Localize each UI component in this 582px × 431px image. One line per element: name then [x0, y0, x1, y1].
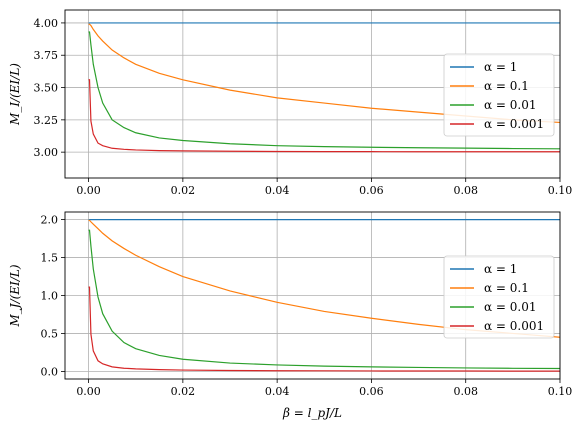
legend-label-0: α = 1	[484, 60, 517, 74]
y-tick-label: 3.75	[34, 49, 59, 62]
legend-label-1: α = 0.1	[484, 281, 529, 295]
legend-label-3: α = 0.001	[484, 319, 544, 333]
y-tick-label: 3.50	[34, 82, 59, 95]
x-tick-label: 0.02	[171, 385, 196, 398]
legend: α = 1 α = 0.1 α = 0.01 α = 0.001	[443, 53, 555, 137]
axes-frame	[64, 9, 561, 179]
y-tick-label: 3.00	[34, 146, 59, 159]
series-line-3	[88, 286, 560, 372]
legend-label-2: α = 0.01	[484, 300, 537, 314]
x-tick-label: 0.08	[453, 385, 478, 398]
x-axis-label: β = l_pJ/L	[282, 406, 342, 420]
series-line-1	[88, 219, 561, 338]
series-line-3	[88, 79, 560, 153]
top-panel: 0.00 0.02 0.04 0.06 0.08 0.10 3.00 3.25 3.50 3.75…	[8, 9, 573, 197]
y-tick-label: 2.0	[41, 214, 59, 227]
legend-label-2: α = 0.01	[484, 98, 537, 112]
bottom-panel: 0.00 0.02 0.04 0.06 0.08 0.10 0.0 0.5 1.0 1.5 2.0 M…	[8, 211, 573, 420]
y-tick-label: 3.25	[34, 114, 59, 127]
y-axis-label: M_I/(EI/L)	[8, 63, 22, 126]
y-tick-label: 0.5	[41, 327, 59, 340]
legend: α = 1 α = 0.1 α = 0.01 α = 0.001	[443, 255, 555, 339]
y-tick-label: 4.00	[34, 17, 59, 30]
y-tick-label: 1.5	[41, 252, 59, 265]
x-tick-label: 0.04	[265, 184, 290, 197]
x-tick-label: 0.06	[359, 385, 384, 398]
x-tick-label: 0.10	[548, 184, 573, 197]
x-tick-label: 0.06	[359, 184, 384, 197]
legend-box	[443, 53, 555, 137]
series-line-1	[88, 23, 561, 124]
x-tick-label: 0.00	[76, 385, 101, 398]
legend-label-1: α = 0.1	[484, 79, 529, 93]
legend-label-0: α = 1	[484, 262, 517, 276]
x-tick-label: 0.10	[548, 385, 573, 398]
x-tick-label: 0.04	[265, 385, 290, 398]
y-axis-label: M_J/(EI/L)	[8, 264, 22, 327]
x-tick-label: 0.00	[76, 184, 101, 197]
y-tick-label: 1.0	[41, 290, 59, 303]
series-line-2	[88, 229, 561, 370]
y-tick-label: 0.0	[41, 365, 59, 378]
legend-label-3: α = 0.001	[484, 117, 544, 131]
legend-box	[443, 255, 555, 339]
x-tick-label: 0.02	[171, 184, 196, 197]
x-tick-label: 0.08	[453, 184, 478, 197]
series-line-2	[88, 31, 561, 150]
